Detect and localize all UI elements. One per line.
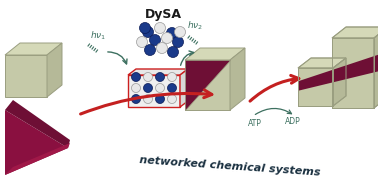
- Circle shape: [175, 26, 186, 38]
- Polygon shape: [333, 58, 346, 106]
- Circle shape: [155, 83, 164, 92]
- Circle shape: [167, 95, 177, 103]
- Polygon shape: [298, 68, 333, 106]
- Text: ATP: ATP: [248, 119, 262, 128]
- Circle shape: [132, 73, 141, 82]
- Polygon shape: [332, 27, 378, 38]
- Polygon shape: [374, 27, 378, 108]
- Circle shape: [155, 73, 164, 82]
- Polygon shape: [180, 69, 188, 107]
- Circle shape: [144, 83, 152, 92]
- Polygon shape: [128, 69, 188, 75]
- Circle shape: [167, 73, 177, 82]
- Polygon shape: [230, 48, 245, 110]
- Polygon shape: [47, 43, 62, 97]
- Polygon shape: [5, 143, 70, 175]
- Circle shape: [139, 23, 150, 33]
- Circle shape: [155, 23, 166, 33]
- Polygon shape: [185, 60, 230, 110]
- Circle shape: [156, 43, 167, 53]
- Polygon shape: [5, 55, 47, 97]
- Circle shape: [167, 83, 177, 92]
- Text: $h\nu_2$: $h\nu_2$: [187, 19, 203, 31]
- Circle shape: [155, 95, 164, 103]
- Circle shape: [161, 33, 172, 43]
- Circle shape: [144, 45, 155, 56]
- Polygon shape: [5, 100, 70, 148]
- Circle shape: [150, 34, 161, 46]
- Circle shape: [136, 36, 147, 48]
- Polygon shape: [332, 38, 374, 108]
- Circle shape: [144, 73, 152, 82]
- Text: DySA: DySA: [144, 8, 181, 21]
- Circle shape: [144, 95, 152, 103]
- Circle shape: [143, 26, 153, 38]
- Circle shape: [132, 95, 141, 103]
- Text: ADP: ADP: [285, 117, 301, 126]
- Text: networked chemical systems: networked chemical systems: [139, 155, 321, 178]
- Circle shape: [172, 36, 183, 48]
- Polygon shape: [298, 51, 378, 91]
- Polygon shape: [5, 43, 62, 55]
- Polygon shape: [185, 48, 245, 60]
- Circle shape: [166, 28, 178, 38]
- Polygon shape: [5, 110, 68, 175]
- Circle shape: [132, 83, 141, 92]
- Circle shape: [167, 46, 178, 58]
- Text: $h\nu_1$: $h\nu_1$: [90, 29, 106, 41]
- Polygon shape: [185, 60, 230, 110]
- Polygon shape: [298, 58, 346, 68]
- Bar: [128, 75, 180, 107]
